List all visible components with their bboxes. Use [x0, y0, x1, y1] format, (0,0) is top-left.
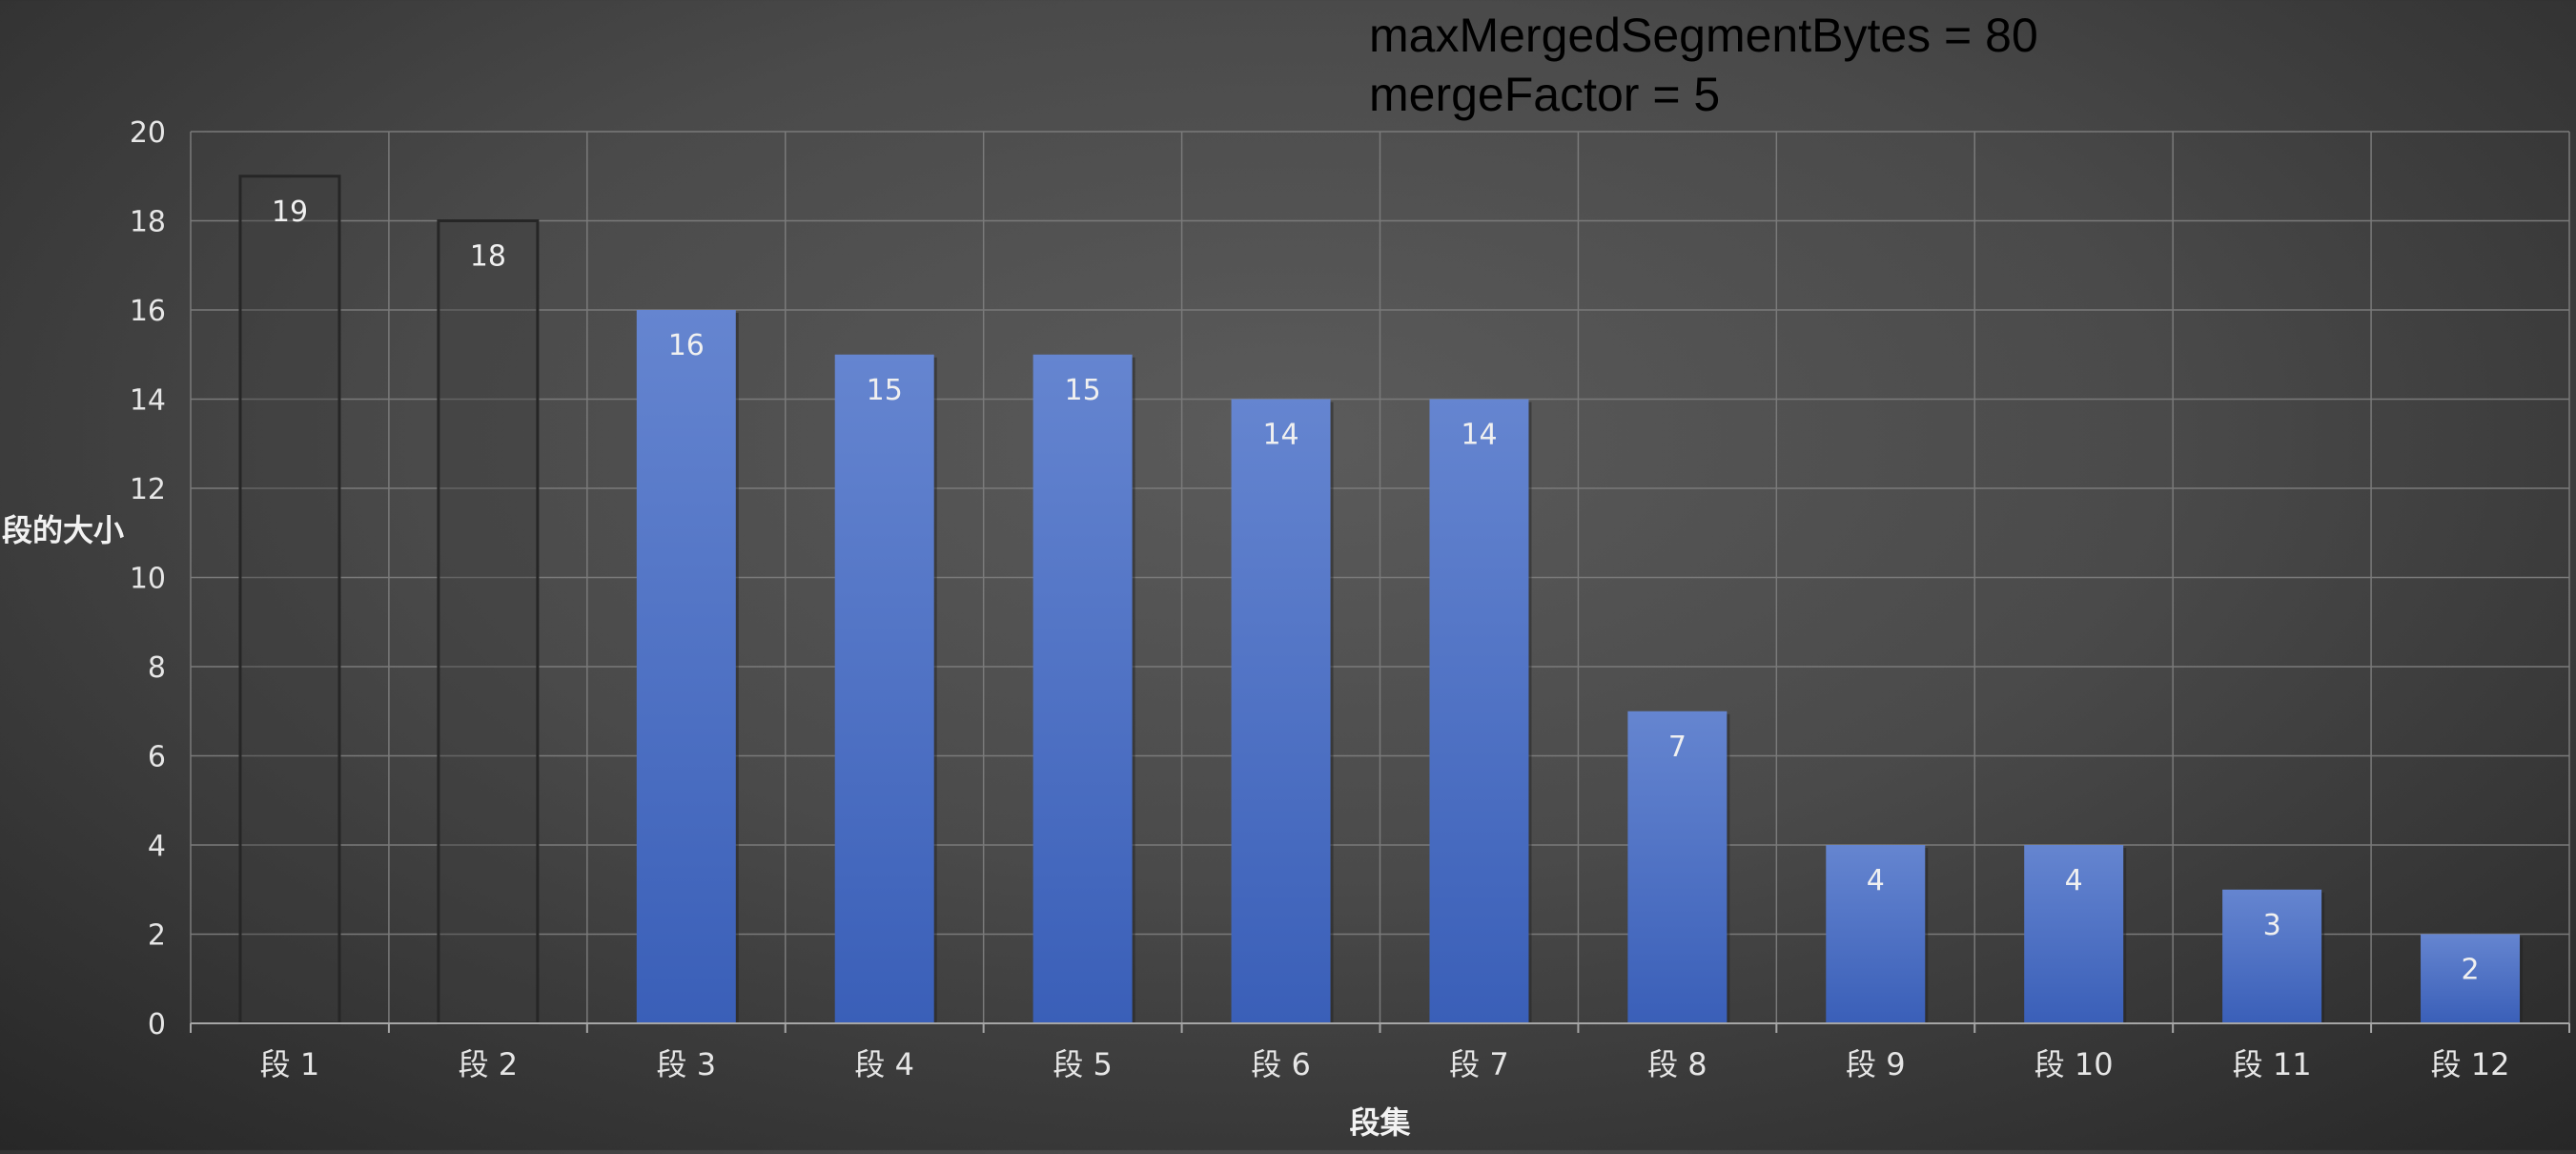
data-label: 4 [2065, 864, 2083, 897]
bar [1429, 399, 1529, 1023]
bar [1231, 399, 1331, 1023]
bar [238, 175, 341, 1025]
annotation-merge-factor: mergeFactor = 5 [1369, 68, 1721, 121]
x-tick-label: 段 9 [1846, 1046, 1906, 1082]
data-label: 14 [1262, 419, 1298, 452]
x-tick-label: 段 12 [2431, 1046, 2510, 1082]
bar [834, 354, 934, 1023]
data-label: 19 [272, 196, 308, 229]
axes: 0 2 4 6 8 10 12 14 16 18 20 段 1 段 2 段 3 段 4 段 5 段 6 段 7 段 … [130, 116, 2570, 1082]
data-label: 4 [1867, 864, 1885, 897]
data-label: 18 [470, 240, 506, 274]
x-tick-label: 段 2 [459, 1046, 519, 1082]
data-label: 15 [1065, 374, 1101, 407]
bar [2421, 934, 2521, 1023]
x-tick-label: 段 1 [260, 1046, 320, 1082]
y-tick-label: 12 [130, 473, 166, 506]
data-label: 3 [2263, 909, 2281, 942]
y-tick-label: 6 [148, 741, 166, 774]
x-tick-label: 段 10 [2034, 1046, 2114, 1082]
data-label: 2 [2461, 954, 2479, 987]
x-tick-label: 段 3 [657, 1046, 717, 1082]
y-tick-label: 20 [130, 116, 166, 150]
y-tick-label: 10 [130, 563, 166, 596]
bar [437, 219, 540, 1025]
x-tick-label: 段 4 [854, 1046, 914, 1082]
bar [1826, 845, 1926, 1023]
bar [2222, 889, 2322, 1023]
bars [238, 175, 2524, 1025]
y-tick-label: 2 [148, 919, 166, 953]
data-label: 7 [1668, 731, 1687, 764]
x-tick-label: 段 5 [1053, 1046, 1113, 1082]
annotation-max-merged-bytes: maxMergedSegmentBytes = 80 [1369, 9, 2038, 62]
y-axis-title: 段的大小 [2, 512, 125, 548]
y-tick-label: 16 [130, 295, 166, 328]
x-axis-title: 段集 [1349, 1104, 1411, 1141]
gridlines [190, 131, 2570, 1023]
bar [1032, 354, 1133, 1023]
bar [2024, 845, 2124, 1023]
data-label: 14 [1461, 419, 1497, 452]
y-tick-label: 4 [148, 830, 166, 863]
data-labels: 19 18 16 15 15 14 14 7 4 4 3 2 [272, 196, 2480, 987]
y-tick-label: 0 [148, 1008, 166, 1041]
bar [1627, 711, 1728, 1023]
data-label: 15 [867, 374, 903, 407]
y-tick-label: 18 [130, 206, 166, 239]
x-tick-label: 段 6 [1251, 1046, 1311, 1082]
x-tick-label: 段 11 [2233, 1046, 2312, 1082]
data-label: 16 [668, 329, 705, 362]
x-tick-label: 段 7 [1449, 1046, 1509, 1082]
x-tick-label: 段 8 [1647, 1046, 1707, 1082]
y-tick-label: 8 [148, 651, 166, 685]
bar [636, 310, 736, 1023]
y-tick-label: 14 [130, 384, 166, 418]
